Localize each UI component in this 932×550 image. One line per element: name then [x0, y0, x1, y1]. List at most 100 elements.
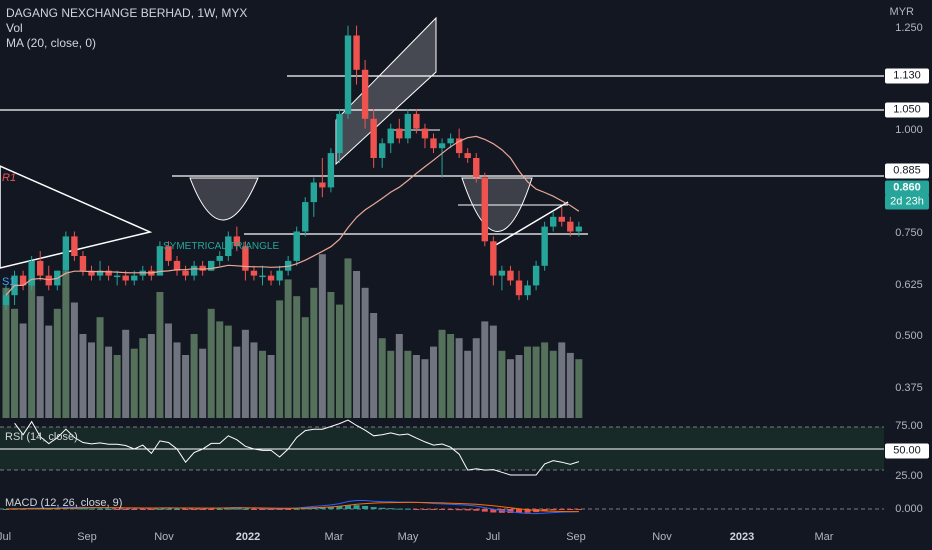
- time-tick-label: Mar: [814, 531, 834, 543]
- volume-bar: [53, 308, 61, 418]
- volume-bar: [447, 334, 455, 418]
- volume-bar: [481, 321, 489, 418]
- volume-bar: [327, 292, 335, 418]
- candle-body: [250, 270, 258, 276]
- volume-bar: [122, 329, 130, 418]
- resistance-r1-label: R1: [2, 172, 17, 184]
- price-tick-label: 0.750: [895, 227, 923, 239]
- candle-body: [96, 270, 104, 276]
- candle-body: [71, 236, 78, 256]
- macd-histogram-bar: [79, 508, 86, 510]
- level-1050-badge: 1.050: [885, 102, 929, 118]
- candle-body: [259, 275, 266, 278]
- macd-histogram-bar: [276, 509, 283, 510]
- rising-support-line: [493, 201, 569, 247]
- candle-body: [173, 260, 181, 271]
- volume-bar: [241, 329, 249, 418]
- volume-bar: [130, 348, 138, 418]
- candle-body: [473, 158, 480, 178]
- volume-bar: [70, 302, 78, 418]
- rsi-line: [14, 419, 580, 476]
- macd-histogram-bar: [447, 509, 454, 511]
- time-tick-label: 2023: [729, 531, 755, 543]
- volume-bar: [139, 338, 147, 418]
- candle-body: [430, 138, 437, 149]
- volume-legend: Vol: [6, 21, 23, 35]
- candle-body: [88, 270, 95, 276]
- volume-bar: [233, 346, 241, 418]
- candle-body: [319, 182, 326, 188]
- volume-bar: [276, 300, 284, 418]
- macd-histogram-bar: [550, 509, 557, 511]
- macd-histogram-bar: [336, 506, 343, 509]
- volume-bar: [267, 355, 275, 418]
- candle-body: [293, 231, 300, 261]
- macd-histogram-bar: [473, 509, 480, 511]
- volume-bar: [558, 342, 566, 418]
- cup-pattern-left: [189, 177, 259, 221]
- candle-body: [242, 246, 249, 271]
- macd-histogram-bar: [481, 509, 488, 512]
- candle-body: [490, 241, 497, 276]
- volume-bar: [378, 338, 386, 418]
- volume-bar: [361, 287, 369, 418]
- rsi-50-badge: 50.00: [885, 443, 929, 459]
- candle-body: [105, 270, 112, 276]
- macd-histogram-bar: [430, 509, 437, 510]
- macd-histogram-bar: [131, 509, 138, 510]
- price-tick-label: 0.500: [895, 330, 923, 342]
- macd-histogram-bar: [199, 509, 206, 510]
- macd-histogram-bar: [413, 509, 420, 510]
- macd-histogram-bar: [259, 509, 266, 510]
- volume-bar: [301, 317, 309, 418]
- volume-bar: [2, 287, 10, 418]
- macd-histogram-bar: [250, 509, 257, 510]
- candle-body: [361, 69, 369, 119]
- candle-body: [113, 275, 121, 278]
- candle-body: [550, 216, 557, 227]
- macd-histogram-bar: [302, 508, 309, 510]
- volume-bar: [489, 325, 497, 418]
- macd-histogram-bar: [541, 509, 548, 512]
- candle-body: [131, 275, 138, 281]
- macd-histogram-bar: [148, 509, 155, 510]
- volume-bar: [549, 350, 557, 418]
- volume-bar: [438, 329, 446, 418]
- volume-bar: [147, 334, 155, 418]
- candle-body: [344, 35, 352, 114]
- volume-bar: [353, 271, 361, 418]
- candle-body: [481, 177, 488, 242]
- time-tick-label: Jul: [485, 531, 501, 543]
- volume-bar: [421, 359, 429, 418]
- candle-body: [387, 128, 394, 144]
- volume-bar: [498, 350, 506, 418]
- candle-body: [267, 275, 275, 281]
- candle-body: [515, 280, 523, 296]
- candle-body: [156, 246, 164, 276]
- candle-body: [122, 275, 129, 281]
- candle-body: [216, 256, 223, 261]
- volume-bar: [344, 258, 352, 418]
- volume-bar: [515, 355, 523, 418]
- volume-bar: [387, 350, 395, 418]
- candle-body: [498, 270, 506, 276]
- candle-body: [413, 113, 420, 129]
- volume-bar: [430, 346, 437, 418]
- candle-body: [567, 221, 574, 232]
- volume-bar: [199, 348, 207, 418]
- macd-histogram-bar: [507, 509, 514, 513]
- candle-body: [2, 295, 10, 305]
- volume-bar: [566, 352, 574, 418]
- volume-bar: [464, 350, 472, 418]
- macd-histogram-bar: [464, 509, 471, 511]
- level-1130-badge: 1.130: [885, 68, 929, 84]
- volume-bar: [96, 317, 104, 418]
- candle-body: [541, 226, 548, 266]
- candle-body: [62, 236, 70, 271]
- volume-bar: [310, 287, 318, 418]
- macd-histogram-bar: [353, 505, 360, 509]
- price-tick-label: 1.000: [895, 124, 923, 136]
- volume-bar: [318, 254, 326, 418]
- indicator-tick-label: 25.00: [895, 470, 923, 482]
